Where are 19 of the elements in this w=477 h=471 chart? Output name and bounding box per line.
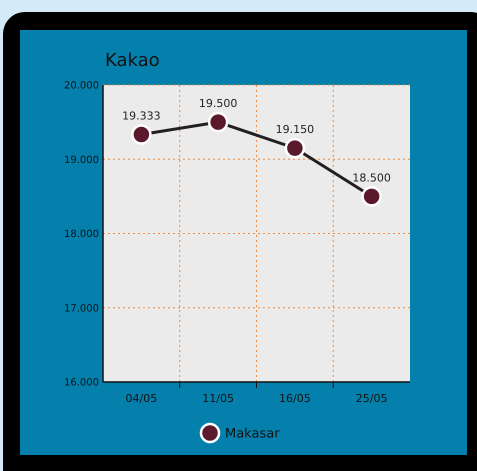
y-tick-label: 20.000 bbox=[64, 80, 99, 92]
point bbox=[208, 112, 228, 132]
y-tick-label: 17.000 bbox=[64, 303, 99, 314]
point bbox=[361, 186, 382, 207]
x-tick-label: 25/05 bbox=[356, 392, 388, 405]
data-label: 19.500 bbox=[198, 97, 238, 110]
y-tick-label: 16.000 bbox=[64, 378, 99, 388]
point bbox=[131, 124, 152, 145]
legend-label: Makasar bbox=[225, 426, 280, 442]
y-tick-label: 18.000 bbox=[64, 229, 99, 240]
x-tick-label: 11/05 bbox=[202, 392, 234, 405]
data-label: 19.150 bbox=[276, 123, 314, 136]
chart-title: Kakao bbox=[105, 50, 160, 71]
y-tick-label: 19.000 bbox=[64, 154, 99, 166]
data-label: 18.500 bbox=[352, 171, 391, 184]
point bbox=[284, 138, 306, 158]
x-tick-label: 16/05 bbox=[279, 392, 311, 405]
data-label: 19.333 bbox=[122, 110, 161, 123]
x-tick-label: 04/05 bbox=[126, 392, 158, 405]
